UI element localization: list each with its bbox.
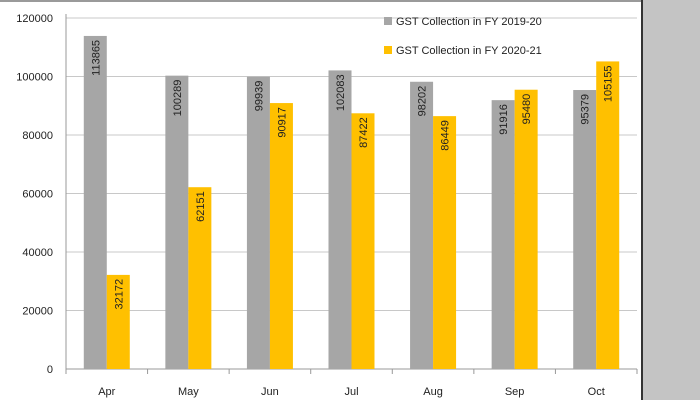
x-tick-label: May — [178, 386, 199, 398]
bar-fy2020-21 — [188, 187, 212, 369]
data-label: 100289 — [172, 80, 184, 117]
bar-fy2020-21 — [514, 89, 538, 369]
legend-swatch — [384, 46, 392, 54]
bar-fy2019-20 — [165, 75, 189, 370]
bar-fy2020-21 — [596, 61, 620, 369]
bar-fy2019-20 — [491, 100, 515, 370]
gst-bar-chart: 0 20000 40000 60000 80000 100000 120000 Apr 1138… — [16, 13, 638, 398]
data-label: 95379 — [580, 94, 592, 125]
bar-fy2019-20 — [410, 81, 434, 369]
x-tick-label: Apr — [98, 386, 115, 398]
x-tick-label: Aug — [423, 386, 443, 398]
x-tick-label: Jul — [344, 386, 358, 398]
bar-fy2019-20 — [83, 35, 107, 369]
legend-swatch — [384, 17, 392, 25]
data-label: 32172 — [113, 279, 125, 310]
bar-fy2019-20 — [246, 76, 270, 369]
y-tick-label: 80000 — [22, 130, 53, 142]
x-tick-label: Oct — [588, 386, 605, 398]
data-label: 105155 — [603, 65, 615, 102]
data-label: 62151 — [195, 191, 207, 222]
chart-top-border — [0, 0, 641, 2]
data-label: 90917 — [276, 107, 288, 138]
side-panel — [641, 0, 700, 400]
y-tick-label: 120000 — [16, 13, 53, 25]
data-label: 95480 — [521, 94, 533, 125]
data-label: 102083 — [335, 74, 347, 111]
data-label: 86449 — [440, 120, 452, 151]
bar-fy2019-20 — [328, 70, 352, 369]
data-label: 113865 — [90, 40, 102, 76]
bar-fy2020-21 — [351, 113, 375, 369]
x-tick-label: Sep — [505, 386, 525, 398]
x-tick-label: Jun — [261, 386, 279, 398]
bar-fy2020-21 — [269, 103, 293, 369]
y-tick-label: 20000 — [22, 306, 53, 318]
y-tick-label: 60000 — [22, 189, 53, 201]
data-label: 87422 — [358, 117, 370, 148]
bar-fy2020-21 — [106, 274, 130, 369]
data-label: 91916 — [498, 104, 510, 135]
bar-fy2020-21 — [433, 116, 457, 369]
y-tick-label: 40000 — [22, 247, 53, 259]
y-tick-label: 100000 — [16, 72, 53, 84]
legend-label: GST Collection in FY 2019-20 — [396, 16, 542, 28]
y-tick-label: 0 — [47, 364, 53, 376]
bar-fy2019-20 — [573, 90, 597, 370]
data-label: 99939 — [253, 81, 265, 112]
data-label: 98202 — [417, 86, 429, 117]
legend-label: GST Collection in FY 2020-21 — [396, 45, 542, 57]
